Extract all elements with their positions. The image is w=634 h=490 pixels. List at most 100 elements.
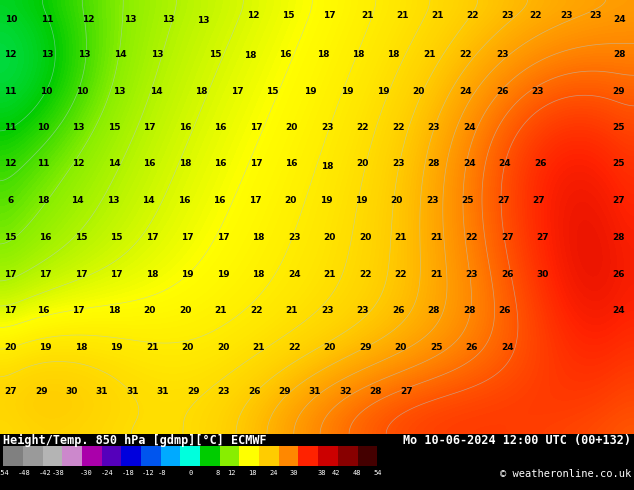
Text: 11: 11 (4, 122, 17, 131)
Text: 20: 20 (179, 306, 191, 316)
Text: 15: 15 (4, 233, 17, 242)
Text: 27: 27 (536, 233, 549, 242)
Text: -12: -12 (142, 470, 155, 476)
Text: 19: 19 (217, 270, 230, 279)
Text: 23: 23 (465, 270, 478, 279)
Text: 17: 17 (250, 159, 262, 169)
Text: 25: 25 (612, 122, 624, 131)
Text: 27: 27 (400, 387, 413, 395)
Text: -48: -48 (18, 470, 30, 476)
Text: 20: 20 (4, 343, 17, 352)
Text: 24: 24 (613, 15, 626, 24)
Text: 12: 12 (228, 470, 236, 476)
Text: 12: 12 (82, 15, 95, 24)
Bar (101, 446, 121, 466)
Text: 12: 12 (4, 49, 17, 59)
Bar (141, 446, 160, 466)
Text: 26: 26 (496, 87, 509, 96)
Text: -24: -24 (101, 470, 113, 476)
Text: 20: 20 (217, 343, 230, 352)
Bar (23, 446, 42, 466)
Text: 16: 16 (143, 159, 156, 169)
Text: 18: 18 (321, 162, 333, 171)
Text: 22: 22 (288, 343, 301, 352)
Text: 20: 20 (323, 343, 336, 352)
Text: 17: 17 (250, 122, 262, 131)
Text: 20: 20 (356, 159, 369, 169)
Text: 48: 48 (353, 470, 361, 476)
Text: 10: 10 (4, 15, 17, 24)
Text: 20: 20 (323, 233, 336, 242)
Text: 12: 12 (4, 159, 17, 169)
Text: 25: 25 (462, 196, 474, 205)
Text: 21: 21 (285, 306, 298, 316)
Text: 26: 26 (392, 306, 404, 316)
Text: -42: -42 (39, 470, 51, 476)
Text: 6: 6 (8, 196, 14, 205)
Text: Height/Temp. 850 hPa [gdmp][°C] ECMWF: Height/Temp. 850 hPa [gdmp][°C] ECMWF (3, 434, 267, 447)
Text: 24: 24 (288, 270, 301, 279)
Text: 23: 23 (321, 306, 333, 316)
Text: 24: 24 (463, 122, 476, 131)
Text: 17: 17 (4, 270, 17, 279)
Text: 15: 15 (266, 87, 279, 96)
Text: 23: 23 (501, 11, 514, 20)
Text: 20: 20 (143, 306, 156, 316)
Text: 20: 20 (181, 343, 194, 352)
Text: 18: 18 (75, 343, 87, 352)
Text: 27: 27 (497, 196, 510, 205)
Text: 29: 29 (35, 387, 48, 395)
Text: 20: 20 (359, 233, 372, 242)
Text: 30: 30 (536, 270, 549, 279)
Bar (299, 446, 318, 466)
Text: 16: 16 (285, 159, 298, 169)
Text: 23: 23 (288, 233, 301, 242)
Text: 23: 23 (321, 122, 333, 131)
Text: 13: 13 (124, 15, 136, 24)
Text: 17: 17 (181, 233, 194, 242)
Text: 26: 26 (498, 306, 511, 316)
Text: Mo 10-06-2024 12:00 UTC (00+132): Mo 10-06-2024 12:00 UTC (00+132) (403, 434, 631, 447)
Text: 28: 28 (613, 49, 626, 59)
Text: 21: 21 (396, 11, 409, 20)
Text: 24: 24 (463, 159, 476, 169)
Text: 27: 27 (612, 196, 624, 205)
Text: 8: 8 (216, 470, 220, 476)
Text: 10: 10 (40, 87, 53, 96)
Text: 18: 18 (252, 270, 265, 279)
Bar (338, 446, 358, 466)
Text: 20: 20 (285, 122, 298, 131)
Text: 17: 17 (39, 270, 52, 279)
Text: 19: 19 (355, 196, 368, 205)
Text: 10: 10 (37, 122, 49, 131)
Text: 22: 22 (359, 270, 372, 279)
Text: 22: 22 (392, 122, 404, 131)
Text: 28: 28 (427, 159, 440, 169)
Bar (220, 446, 240, 466)
Text: 23: 23 (427, 122, 440, 131)
Text: 19: 19 (377, 87, 389, 96)
Text: 24: 24 (269, 470, 278, 476)
Text: 26: 26 (465, 343, 478, 352)
Text: 16: 16 (214, 159, 227, 169)
Text: 22: 22 (460, 49, 472, 59)
Text: 21: 21 (430, 270, 443, 279)
Text: 23: 23 (356, 306, 369, 316)
Text: 21: 21 (214, 306, 227, 316)
Text: 17: 17 (231, 87, 243, 96)
Text: 20: 20 (394, 343, 407, 352)
Text: 17: 17 (110, 270, 123, 279)
Text: 17: 17 (217, 233, 230, 242)
Text: 13: 13 (107, 196, 119, 205)
Text: 20: 20 (412, 87, 425, 96)
Text: 21: 21 (252, 343, 265, 352)
Text: 21: 21 (430, 233, 443, 242)
Text: 30: 30 (290, 470, 299, 476)
Text: 20: 20 (391, 196, 403, 205)
Text: -38: -38 (52, 470, 65, 476)
Bar (160, 446, 180, 466)
Text: 42: 42 (332, 470, 340, 476)
Text: 17: 17 (75, 270, 87, 279)
Text: 18: 18 (37, 196, 49, 205)
Text: 13: 13 (113, 87, 126, 96)
